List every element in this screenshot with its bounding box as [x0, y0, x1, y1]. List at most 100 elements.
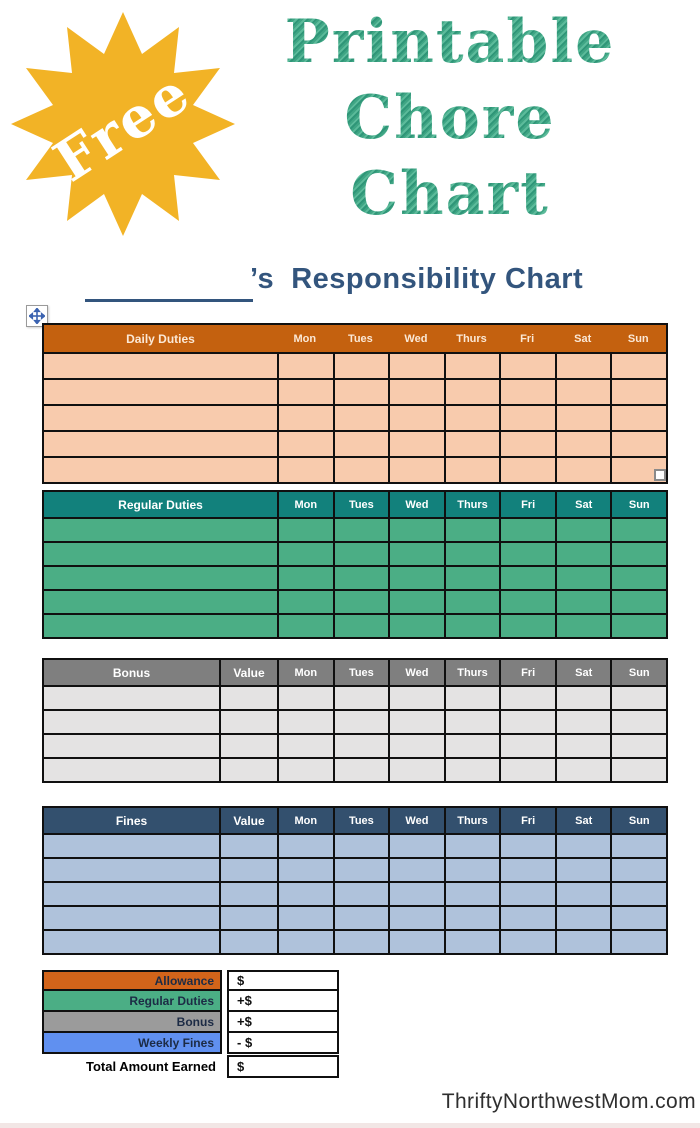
daily-day-cell[interactable]: [277, 432, 333, 456]
fines-day-cell[interactable]: [388, 907, 444, 929]
regular-chore-name-cell[interactable]: [44, 543, 277, 565]
regular-day-cell[interactable]: [443, 567, 500, 589]
fines-value-cell[interactable]: [219, 931, 277, 953]
fines-chore-name-cell[interactable]: [44, 931, 219, 953]
bonus-day-cell[interactable]: [554, 759, 611, 781]
fines-chore-name-cell[interactable]: [44, 859, 219, 881]
fines-day-cell[interactable]: [277, 859, 333, 881]
daily-day-cell[interactable]: [554, 354, 611, 378]
daily-day-cell[interactable]: [388, 432, 444, 456]
bonus-day-cell[interactable]: [610, 759, 666, 781]
fines-day-cell[interactable]: [277, 835, 333, 857]
daily-day-cell[interactable]: [610, 354, 666, 378]
bonus-day-cell[interactable]: [388, 759, 444, 781]
fines-day-cell[interactable]: [610, 883, 666, 905]
bonus-day-cell[interactable]: [499, 759, 555, 781]
daily-day-cell[interactable]: [499, 380, 555, 404]
table-move-handle[interactable]: [26, 305, 48, 327]
fines-day-cell[interactable]: [499, 907, 555, 929]
daily-day-cell[interactable]: [499, 354, 555, 378]
fines-day-cell[interactable]: [388, 859, 444, 881]
bonus-day-cell[interactable]: [499, 687, 555, 709]
fines-value-cell[interactable]: [219, 835, 277, 857]
daily-day-cell[interactable]: [610, 458, 666, 482]
regular-day-cell[interactable]: [554, 591, 611, 613]
regular-day-cell[interactable]: [332, 519, 389, 541]
fines-chore-name-cell[interactable]: [44, 907, 219, 929]
regular-day-cell[interactable]: [499, 615, 555, 637]
bonus-day-cell[interactable]: [332, 759, 389, 781]
regular-day-cell[interactable]: [499, 567, 555, 589]
fines-value-cell[interactable]: [219, 883, 277, 905]
summary-value-field[interactable]: - $: [227, 1033, 339, 1054]
daily-day-cell[interactable]: [554, 380, 611, 404]
fines-chore-name-cell[interactable]: [44, 883, 219, 905]
bonus-day-cell[interactable]: [610, 735, 666, 757]
daily-day-cell[interactable]: [332, 432, 389, 456]
daily-day-cell[interactable]: [388, 380, 444, 404]
daily-day-cell[interactable]: [554, 406, 611, 430]
daily-chore-name-cell[interactable]: [44, 380, 277, 404]
regular-day-cell[interactable]: [610, 567, 666, 589]
fines-day-cell[interactable]: [499, 931, 555, 953]
fines-day-cell[interactable]: [388, 931, 444, 953]
fines-day-cell[interactable]: [277, 883, 333, 905]
regular-day-cell[interactable]: [554, 519, 611, 541]
regular-chore-name-cell[interactable]: [44, 615, 277, 637]
summary-value-field[interactable]: $: [227, 1055, 339, 1078]
fines-day-cell[interactable]: [388, 883, 444, 905]
fines-day-cell[interactable]: [499, 835, 555, 857]
fines-day-cell[interactable]: [610, 835, 666, 857]
fines-day-cell[interactable]: [332, 883, 389, 905]
fines-value-cell[interactable]: [219, 907, 277, 929]
regular-day-cell[interactable]: [443, 519, 500, 541]
regular-day-cell[interactable]: [499, 543, 555, 565]
daily-day-cell[interactable]: [443, 406, 500, 430]
regular-day-cell[interactable]: [499, 519, 555, 541]
regular-day-cell[interactable]: [554, 543, 611, 565]
bonus-day-cell[interactable]: [277, 687, 333, 709]
bonus-day-cell[interactable]: [499, 735, 555, 757]
fines-value-cell[interactable]: [219, 859, 277, 881]
fines-day-cell[interactable]: [332, 835, 389, 857]
bonus-day-cell[interactable]: [554, 711, 611, 733]
regular-day-cell[interactable]: [388, 519, 444, 541]
bonus-chore-name-cell[interactable]: [44, 735, 219, 757]
bonus-chore-name-cell[interactable]: [44, 759, 219, 781]
bonus-day-cell[interactable]: [277, 759, 333, 781]
fines-day-cell[interactable]: [277, 907, 333, 929]
bonus-day-cell[interactable]: [443, 687, 500, 709]
fines-day-cell[interactable]: [554, 907, 611, 929]
daily-day-cell[interactable]: [332, 458, 389, 482]
regular-day-cell[interactable]: [332, 615, 389, 637]
bonus-day-cell[interactable]: [443, 759, 500, 781]
regular-day-cell[interactable]: [388, 615, 444, 637]
regular-day-cell[interactable]: [332, 543, 389, 565]
fines-day-cell[interactable]: [443, 931, 500, 953]
daily-day-cell[interactable]: [443, 458, 500, 482]
daily-day-cell[interactable]: [610, 406, 666, 430]
daily-chore-name-cell[interactable]: [44, 432, 277, 456]
bonus-value-cell[interactable]: [219, 735, 277, 757]
bonus-day-cell[interactable]: [277, 711, 333, 733]
summary-value-field[interactable]: +$: [227, 991, 339, 1012]
daily-chore-name-cell[interactable]: [44, 458, 277, 482]
daily-day-cell[interactable]: [277, 406, 333, 430]
fines-day-cell[interactable]: [277, 931, 333, 953]
bonus-day-cell[interactable]: [277, 735, 333, 757]
summary-value-field[interactable]: +$: [227, 1012, 339, 1033]
bonus-day-cell[interactable]: [332, 735, 389, 757]
daily-day-cell[interactable]: [277, 380, 333, 404]
regular-day-cell[interactable]: [443, 615, 500, 637]
regular-day-cell[interactable]: [443, 591, 500, 613]
fines-day-cell[interactable]: [554, 931, 611, 953]
fines-day-cell[interactable]: [499, 883, 555, 905]
fines-day-cell[interactable]: [443, 859, 500, 881]
regular-chore-name-cell[interactable]: [44, 567, 277, 589]
regular-day-cell[interactable]: [388, 567, 444, 589]
regular-day-cell[interactable]: [554, 567, 611, 589]
daily-day-cell[interactable]: [388, 354, 444, 378]
daily-chore-name-cell[interactable]: [44, 354, 277, 378]
daily-day-cell[interactable]: [332, 380, 389, 404]
daily-day-cell[interactable]: [332, 354, 389, 378]
